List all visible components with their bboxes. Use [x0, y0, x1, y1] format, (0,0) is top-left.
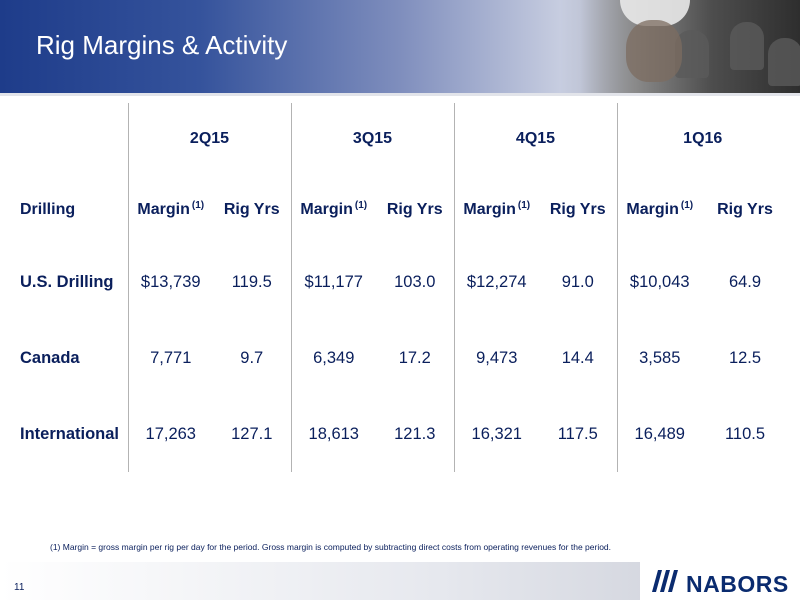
corner-cell: [10, 103, 129, 175]
quarter-header: 4Q15: [454, 103, 618, 175]
rig-years-cell: 119.5: [213, 244, 292, 320]
row-label: International: [10, 396, 129, 472]
margin-cell: $11,177: [304, 272, 363, 291]
rig-years-cell: 91.0: [539, 244, 618, 320]
logo-text: NABORS: [686, 571, 789, 597]
margin-header: Margin (1): [137, 200, 205, 218]
margin-cell: 16,489: [634, 424, 685, 443]
margin-cell: $12,274: [466, 272, 527, 291]
table-row: International 17,263 127.1 18,613 121.3 …: [10, 396, 788, 472]
rig-years-cell: 121.3: [376, 396, 455, 472]
quarter-header: 2Q15: [128, 103, 292, 175]
rig-years-cell: 9.7: [213, 320, 292, 396]
worker-face-image: [626, 20, 682, 82]
footnote: (1) Margin = gross margin per rig per da…: [50, 542, 612, 552]
title-banner: Rig Margins & Activity: [0, 0, 800, 93]
margin-header: Margin (1): [626, 200, 694, 218]
column-header-row: Drilling Margin (1) Rig Yrs Margin (1) Rig…: [10, 175, 788, 244]
rig-years-cell: 110.5: [724, 424, 766, 443]
margin-cell: $13,739: [140, 272, 201, 291]
quarter-header: 3Q15: [291, 103, 455, 175]
worker-figure: [768, 38, 800, 86]
margin-cell: 9,473: [476, 348, 518, 367]
rig-years-header: Rig Yrs: [539, 175, 618, 244]
quarter-header-row: 2Q15 3Q15 4Q15 1Q16: [10, 103, 788, 175]
rig-years-header: Rig Yrs: [376, 175, 455, 244]
margin-header: Margin (1): [463, 200, 531, 218]
rig-years-cell: 12.5: [728, 348, 762, 367]
margin-header: Margin (1): [300, 200, 368, 218]
table-row: Canada 7,771 9.7 6,349 17.2 9,473 14.4 3…: [10, 320, 788, 396]
rig-years-cell: 17.2: [376, 320, 455, 396]
rig-years-cell: 103.0: [376, 244, 455, 320]
rig-years-cell: 64.9: [728, 272, 762, 291]
margin-cell: 6,349: [313, 348, 355, 367]
nabors-logo: NABORS: [640, 562, 800, 600]
worker-figure: [730, 22, 764, 70]
margin-cell: 18,613: [308, 424, 359, 443]
row-label: Canada: [10, 320, 129, 396]
rig-years-header: Rig Yrs: [213, 175, 292, 244]
margin-cell: $10,043: [629, 272, 690, 291]
margin-cell: 3,585: [639, 348, 681, 367]
page-title: Rig Margins & Activity: [36, 30, 288, 60]
row-label: U.S. Drilling: [10, 244, 129, 320]
quarter-header: 1Q16: [683, 130, 723, 147]
rig-years-header: Rig Yrs: [717, 200, 773, 218]
rig-years-cell: 117.5: [539, 396, 618, 472]
rig-years-cell: 14.4: [539, 320, 618, 396]
table-row: U.S. Drilling $13,739 119.5 $11,177 103.…: [10, 244, 788, 320]
margin-cell: 7,771: [150, 348, 192, 367]
banner-divider: [0, 93, 800, 96]
row-header-label: Drilling: [10, 175, 129, 244]
nabors-logo-mark-icon: [652, 570, 678, 592]
page-number: 11: [14, 582, 25, 593]
banner-photo-workers: [580, 0, 800, 93]
margin-cell: 17,263: [145, 424, 196, 443]
margin-cell: 16,321: [471, 424, 522, 443]
rig-margins-table: 2Q15 3Q15 4Q15 1Q16 Drilling Margin (1) R…: [10, 103, 788, 472]
rig-years-cell: 127.1: [213, 396, 292, 472]
